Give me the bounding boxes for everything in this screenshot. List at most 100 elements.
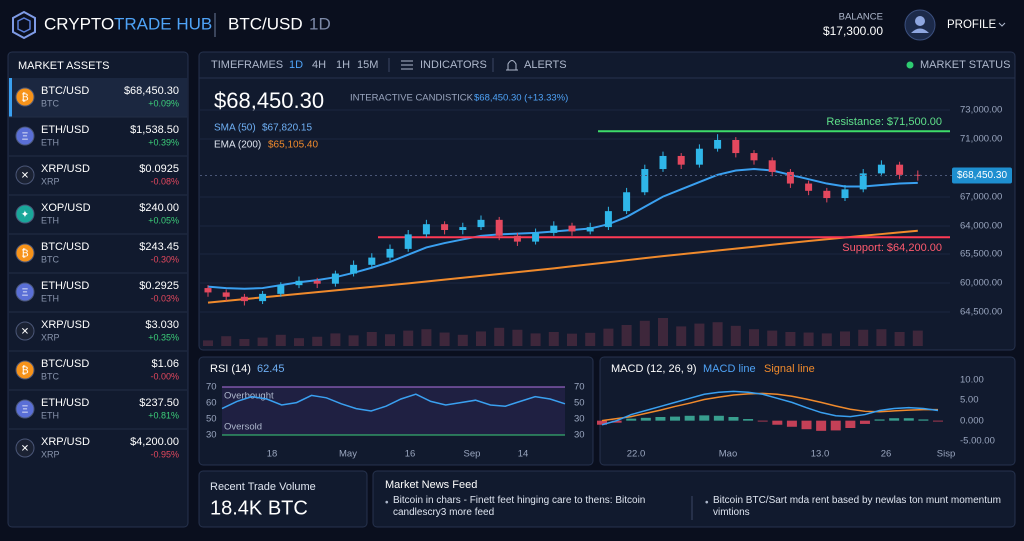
timeframe-button[interactable]: 1D [289,59,303,71]
asset-pair[interactable]: XRP/USD [41,163,90,175]
volume-bar [785,332,796,346]
macd-histogram-bar [801,420,812,430]
volume-bar [221,336,232,346]
avatar-head [915,16,925,26]
asset-change: -0.08% [150,176,179,186]
asset-icon-glyph: ✕ [21,444,29,455]
macd-histogram-bar [933,420,943,422]
asset-change: +0.05% [148,215,179,225]
volume-bar [603,328,614,346]
chart-label-value: $68,450.30 (+13.33%) [474,93,568,104]
news-panel [372,470,1016,528]
macd-x-label: 13.0 [811,449,830,460]
candle-body [714,140,722,149]
candle-body [768,160,776,172]
asset-pair[interactable]: BTC/USD [41,85,89,97]
asset-pair[interactable]: ETH/USD [41,280,89,292]
volume-title: Recent Trade Volume [210,481,316,493]
sma-label: SMA (50) [214,123,256,134]
asset-price: $240.00 [139,202,179,214]
sma-value: $67,820.15 [262,123,312,134]
asset-sub: BTC [41,254,60,264]
macd-histogram-bar [713,415,724,421]
y-axis-label: 65,500.00 [960,249,1002,260]
macd-y-label: 10.00 [960,375,984,386]
indicators-button[interactable]: INDICATORS [420,59,487,71]
asset-pair[interactable]: ETH/USD [41,397,89,409]
volume-panel [198,470,368,528]
volume-bar [439,332,450,346]
ema-value: $65,105.40 [268,140,318,151]
volume-bar [421,329,432,346]
volume-bar [912,330,923,346]
asset-pair[interactable]: XRP/USD [41,319,90,331]
asset-pair[interactable]: ETH/USD [41,124,89,136]
ema-line [207,229,918,304]
timeframe-button[interactable]: 1H [336,59,350,71]
alerts-button[interactable]: ALERTS [524,59,567,71]
candle-body [823,190,831,199]
market-status: MARKET STATUS [920,59,1010,71]
volume-bar [330,333,341,346]
candle-body [259,293,267,302]
asset-icon [15,243,35,263]
candle-body [550,225,558,233]
macd-histogram-bar [845,420,856,428]
asset-price: $237.50 [139,397,179,409]
profile[interactable]: PROFILE [947,19,997,31]
macd-histogram-bar [772,420,783,425]
asset-pair[interactable]: XOP/USD [41,202,91,214]
price-tag [952,167,1012,184]
volume-bar [257,337,268,346]
macd-legend: MACD line [703,363,756,375]
rsi-right-label: 30 [574,430,585,441]
candle-body [422,224,430,235]
asset-change: +0.09% [148,98,179,108]
volume-bar [457,334,468,346]
macd-x-label: Mao [719,449,737,460]
asset-price: $4,200.00 [130,436,179,448]
macd-histogram-bar [626,418,637,421]
volume-bar [348,335,359,346]
asset-change: -0.03% [150,293,179,303]
candle-body [313,280,321,284]
candle-body [641,169,649,193]
timeframe-button[interactable]: 15M [357,59,378,71]
asset-pair[interactable]: BTC/USD [41,241,89,253]
rsi-right-label: 30 [574,414,585,425]
rsi-left-label: 50 [206,414,217,425]
macd-y-label: 5.00 [960,395,979,406]
candle-body [350,264,358,274]
macd-y-label: -5.00.00 [960,436,995,447]
news-item[interactable]: Bitcoin BTC/Sart mda rent based by newla… [713,495,1001,518]
macd-histogram-bar [874,419,885,421]
asset-icon [15,165,35,185]
volume-bar [512,329,523,346]
support-label: Support: $64,200.00 [842,242,942,254]
signal-line [601,392,938,422]
candle-body [750,153,758,161]
signal-legend: Signal line [764,363,815,375]
news-item[interactable]: Bitcoin in chars - Finett feet hinging c… [393,495,646,518]
macd-line [601,390,939,426]
asset-change: +0.81% [148,410,179,420]
asset-icon-glyph: ✕ [21,327,29,338]
macd-histogram-bar [903,418,914,421]
macd-panel [599,356,1016,466]
asset-pair[interactable]: BTC/USD [41,358,89,370]
timeframe-button[interactable]: 4H [312,59,326,71]
volume-bar [840,331,850,346]
volume-bar [403,330,414,346]
asset-price: $3.030 [145,319,179,331]
candle-body [495,219,503,236]
balance: $17,300.00 [823,24,883,38]
asset-sub: BTC [41,371,60,381]
macd-histogram-bar [597,420,607,425]
y-axis-label: 64,500.00 [960,307,1002,318]
asset-sub: ETH [41,215,59,225]
asset-pair[interactable]: XRP/USD [41,436,90,448]
asset-sub: XRP [41,332,60,342]
candle-body [331,273,339,284]
asset-change: -0.30% [150,254,179,264]
